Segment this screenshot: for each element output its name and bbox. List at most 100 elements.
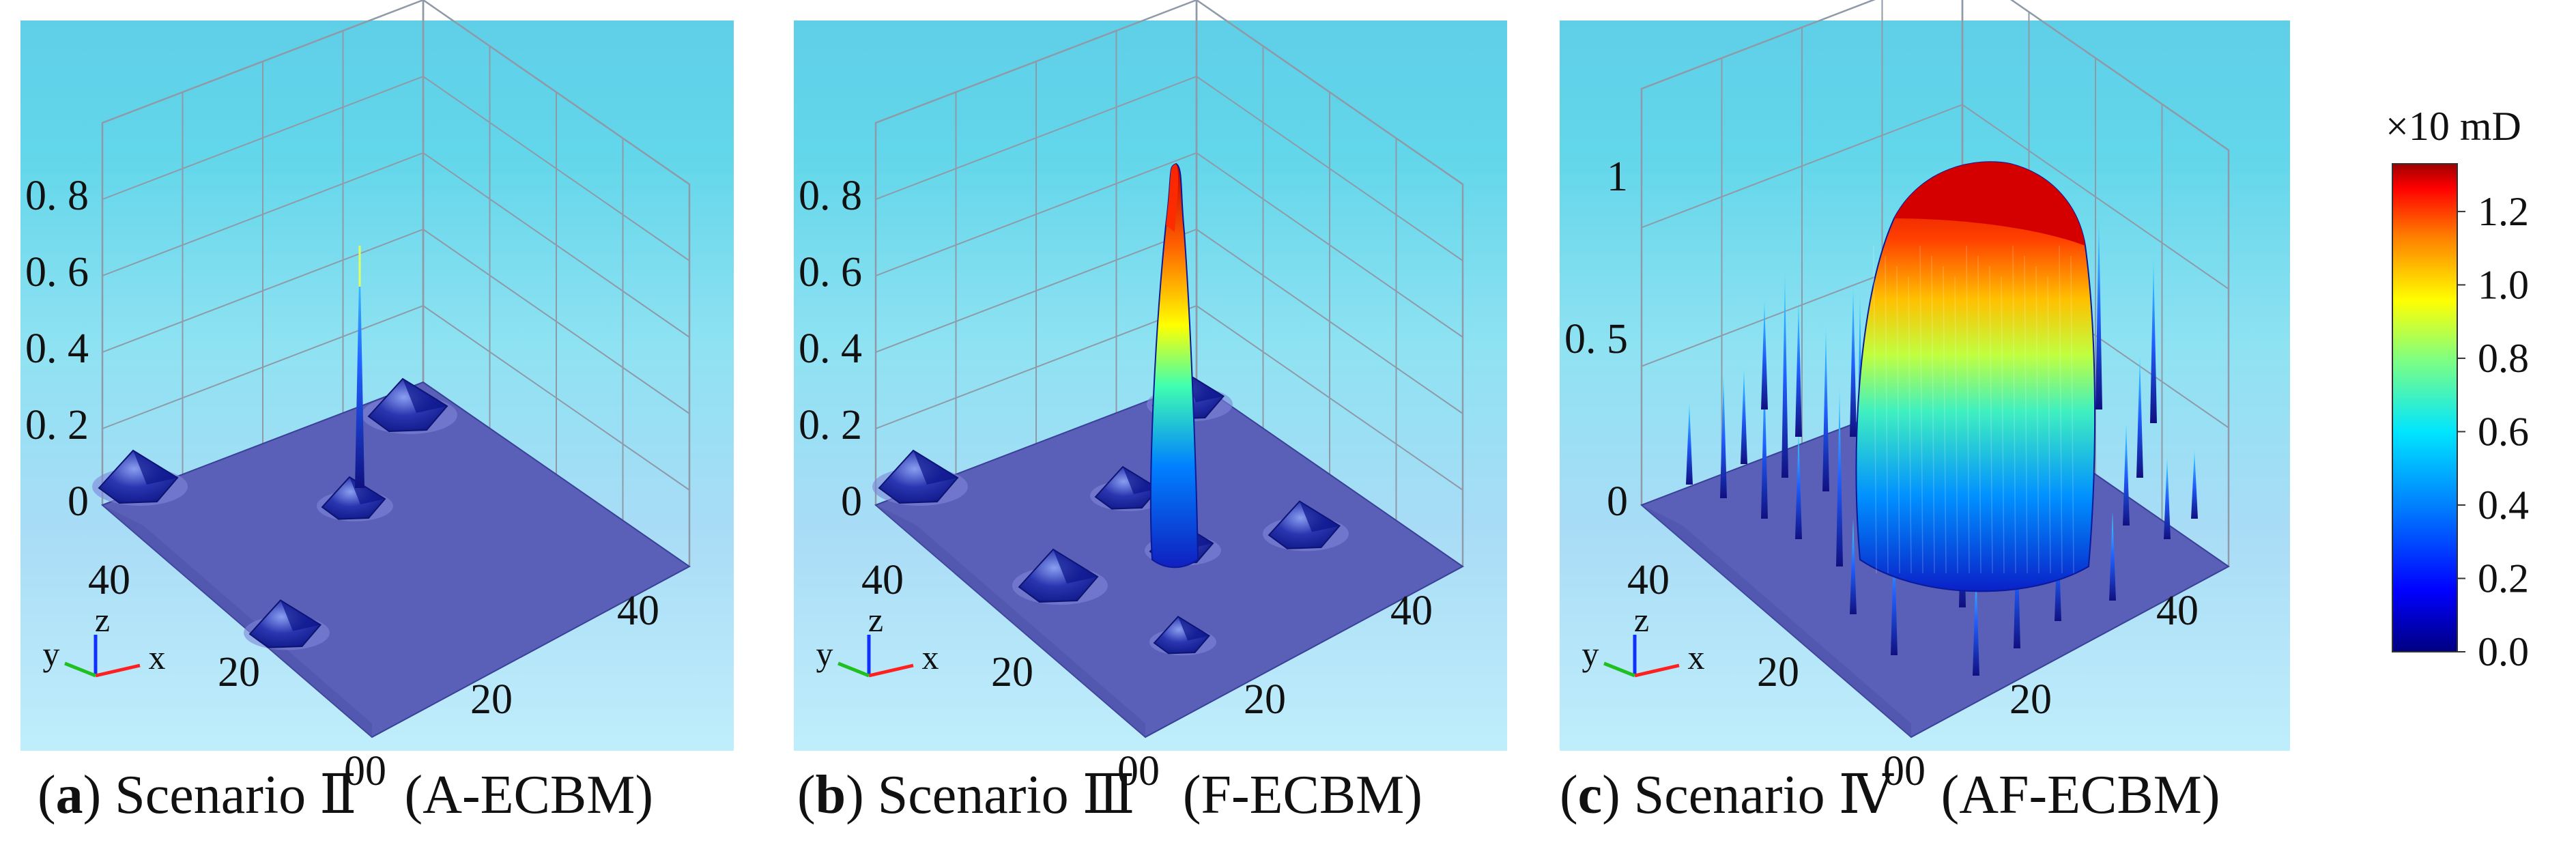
permeability-mound <box>1263 500 1349 551</box>
x-tick-label: 40 <box>2156 588 2199 634</box>
permeability-spike <box>1761 369 1768 519</box>
mound-body <box>1153 616 1211 655</box>
z-tick-label: 0. 8 <box>25 173 89 219</box>
caption-method: (A-ECBM) <box>404 765 653 825</box>
mound-body <box>878 449 959 504</box>
grid-line-z <box>875 0 1463 185</box>
caption-name: Scenario Ⅱ <box>115 765 357 825</box>
floor-shade <box>876 505 1145 737</box>
y-tick-label: 20 <box>991 649 1033 695</box>
dome-streak <box>1954 276 1958 574</box>
dome-streak <box>1908 276 1912 574</box>
mound-body <box>321 476 386 520</box>
dome-streak <box>1885 255 1889 574</box>
floor-shade <box>102 505 372 737</box>
caption-method: (AF-ECBM) <box>1941 765 2220 825</box>
y-tick-label: 40 <box>1627 557 1670 603</box>
grid-line-z <box>875 152 1463 338</box>
permeability-mound <box>244 599 330 650</box>
panel-a: 0 0. 2 0. 4 0. 6 0. 8 40 20 20 40 00 z x y <box>20 0 734 794</box>
triad-x-axis <box>95 663 141 678</box>
y-tick-label: 20 <box>1757 649 1799 695</box>
permeability-peak <box>1149 162 1199 569</box>
permeability-spike <box>1741 369 1747 464</box>
z-tick-label: 0 <box>68 478 89 525</box>
caption-letter: b <box>815 765 846 825</box>
colorbar-tick-label: 0.2 <box>2478 556 2529 601</box>
caption-letter: a <box>55 765 83 825</box>
dome-streak <box>1919 245 1923 574</box>
dome-streak <box>1931 255 1935 574</box>
origin-label: 00 <box>1883 748 1926 794</box>
permeability-mound <box>872 449 968 506</box>
z-tick-label: 0. 2 <box>25 402 89 448</box>
mound-facet <box>1178 616 1210 641</box>
dome-streak <box>2047 276 2051 574</box>
z-tick-label: 0. 6 <box>25 249 89 296</box>
z-tick-label: 0. 6 <box>799 249 862 296</box>
x-tick-label: 20 <box>470 676 513 723</box>
permeability-mound <box>1090 465 1167 511</box>
permeability-spike <box>2095 218 2102 410</box>
mound-facet <box>1123 467 1158 494</box>
colorbar-tick-label: 0.4 <box>2478 483 2529 528</box>
permeability-spike <box>1822 328 1829 491</box>
grid-line-z <box>102 0 690 185</box>
permeability-spike <box>1891 532 1898 655</box>
permeability-mound <box>1149 616 1216 656</box>
dome-streak <box>1896 265 1900 574</box>
y-tick-label: 40 <box>88 557 130 603</box>
permeability-spike <box>1781 273 1788 478</box>
triad-y-label: y <box>43 635 60 673</box>
z-tick-label: 0. 2 <box>799 402 862 448</box>
permeability-spike <box>1686 403 1693 485</box>
permeability-spike <box>1836 389 1843 566</box>
permeability-spike <box>1850 287 1857 437</box>
grid-line-z <box>102 304 690 491</box>
floor-shade <box>1642 505 1911 737</box>
mound-body <box>1018 548 1099 603</box>
mound-body <box>98 449 179 504</box>
triad-y-axis <box>1603 661 1635 678</box>
mound-facet <box>133 450 177 485</box>
mound-facet <box>281 600 321 631</box>
permeability-spike <box>2136 355 2143 478</box>
triad-x-label: x <box>1688 638 1705 676</box>
grid-line-z <box>875 228 1463 414</box>
dome-streak <box>2059 245 2063 574</box>
mound-facet <box>913 450 958 485</box>
caption-c: (c) Scenario Ⅳ (AF-ECBM) <box>1560 765 2220 825</box>
grid-line-z <box>102 152 690 338</box>
z-tick-label: 0. 5 <box>1564 316 1628 362</box>
permeability-spike <box>1973 566 1979 676</box>
permeability-spike <box>1720 375 1727 498</box>
dome-streak <box>2035 265 2040 574</box>
permeability-spike <box>1850 519 1857 614</box>
z-tick-label: 0 <box>1607 478 1628 525</box>
triad-y-label: y <box>816 635 833 673</box>
grid-line-z <box>102 228 690 414</box>
permeability-spike <box>2109 512 2116 601</box>
triad-x-label: x <box>922 638 939 676</box>
triad-z-label: z <box>868 601 883 639</box>
mound-facet <box>1053 549 1098 584</box>
triad-y-axis <box>64 661 96 678</box>
caption-method: (F-ECBM) <box>1182 765 1422 825</box>
triad-x-label: x <box>149 638 166 676</box>
colorbar-tick-label: 0.6 <box>2478 409 2529 454</box>
grid-line-z <box>875 304 1463 491</box>
z-tick-label: 0 <box>841 478 862 525</box>
dome-streak <box>1977 255 1981 574</box>
mound-facet <box>1300 501 1340 532</box>
grid-line-z <box>102 75 690 261</box>
colorbar-tick-label: 1.0 <box>2478 262 2529 307</box>
z-tick-label: 0. 4 <box>25 326 89 372</box>
mound-body <box>248 599 322 648</box>
caption-b: (b) Scenario Ⅲ (F-ECBM) <box>797 765 1422 825</box>
mound-body <box>1268 500 1341 549</box>
permeability-mound <box>362 377 457 434</box>
permeability-spike <box>2191 450 2198 519</box>
colorbar-unit-label: ×10 mD <box>2386 104 2521 149</box>
origin-label: 00 <box>1117 748 1160 794</box>
caption-name: Scenario Ⅲ <box>877 765 1135 825</box>
